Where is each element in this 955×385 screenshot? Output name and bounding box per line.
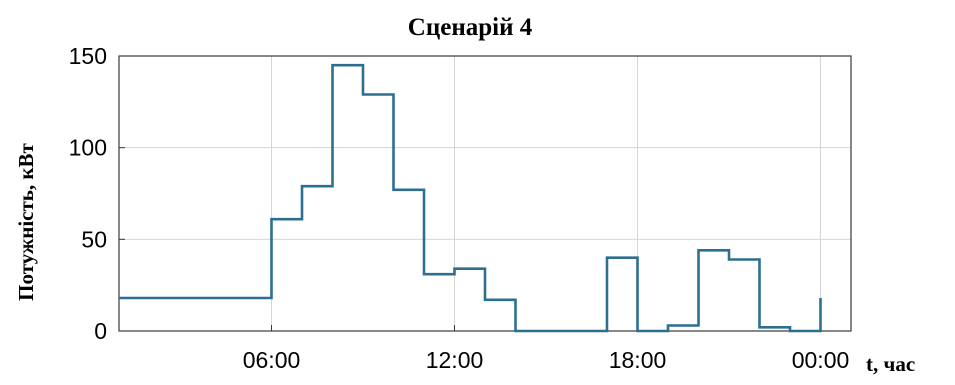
y-tick-label: 50	[81, 226, 107, 252]
x-tick-label: 12:00	[426, 347, 484, 373]
chart-title: Сценарій 4	[408, 14, 533, 41]
series-group	[119, 63, 822, 333]
y-tick-label: 150	[69, 43, 107, 69]
grid	[119, 56, 851, 331]
x-tick-label: 00:00	[792, 347, 850, 373]
y-axis-ticks: 0 50 100 150	[69, 43, 125, 344]
y-tick-label: 100	[69, 135, 107, 161]
x-axis-ticks: 06:00 12:00 18:00 00:00	[243, 325, 850, 373]
x-axis-label: t, час	[866, 352, 915, 376]
x-tick-label: 18:00	[609, 347, 667, 373]
plot-area	[118, 55, 852, 332]
y-tick-label: 0	[94, 318, 107, 344]
x-tick-label: 06:00	[243, 347, 301, 373]
y-axis-label: Потужність, кВт	[14, 143, 38, 301]
series-line	[119, 63, 822, 333]
